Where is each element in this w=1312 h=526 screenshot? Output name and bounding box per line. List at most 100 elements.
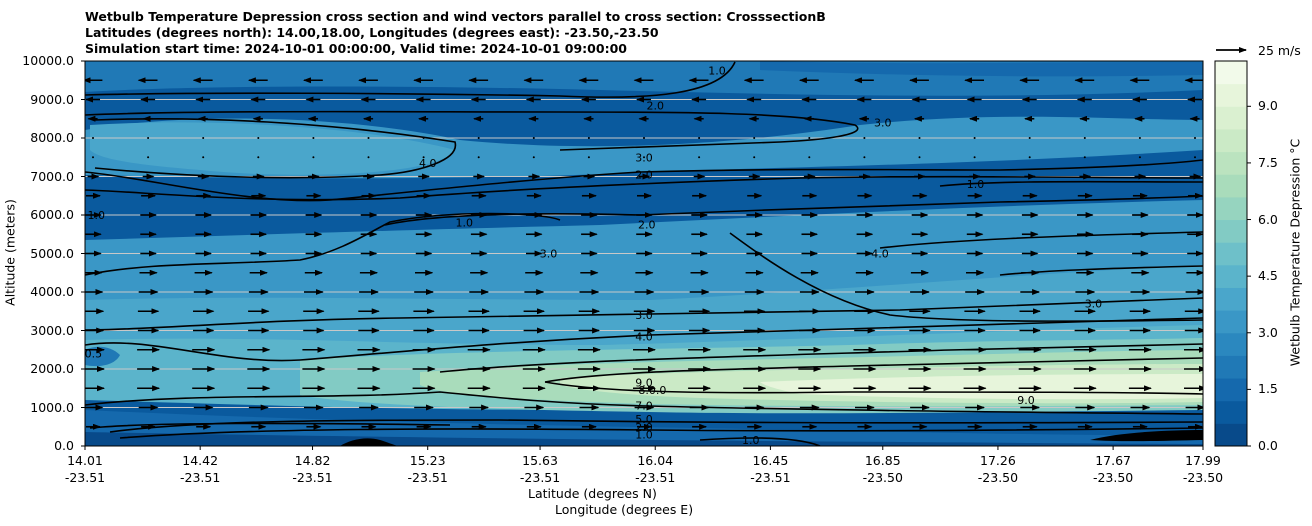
contour-line [89, 422, 451, 429]
contour-line [85, 61, 736, 98]
contour-label: 4.0 [635, 330, 653, 343]
contour-label: 4.0 [419, 157, 437, 170]
colorbar-segment [1215, 332, 1247, 356]
x-tick-label: 14.82 -23.51 [278, 452, 348, 486]
colorbar-segment [1215, 287, 1247, 311]
contour-label: 1.0 [635, 428, 653, 441]
wind-vector [1138, 137, 1141, 139]
y-axis-label: Altitude (meters) [2, 199, 18, 306]
colorbar-segment [1215, 196, 1247, 221]
wind-vector [587, 156, 590, 159]
contour-line [85, 212, 561, 276]
x-tick-lon: -23.51 [292, 470, 333, 485]
contour-labels: 1.02.03.04.0 3.02.01.01.01.0 2.03.0 4.03.03… [85, 65, 1102, 447]
y-tick-label: 9000.0 [30, 91, 74, 107]
x-axis-label-2: Longitude (degrees E) [555, 502, 694, 517]
x-tick-label: 17.67 -23.50 [1078, 452, 1148, 486]
x-tick-label: 17.99 -23.50 [1168, 452, 1238, 486]
wind-vector [1083, 156, 1086, 159]
x-tick-lon: -23.51 [180, 470, 221, 485]
wind-vector [973, 137, 976, 139]
y-tick-label: 6000.0 [30, 207, 74, 222]
x-tick-lon: -23.51 [407, 470, 448, 485]
wind-vector [312, 137, 315, 139]
colorbar-segment [1215, 400, 1247, 424]
contour-label: 8.0.0 [638, 384, 666, 397]
contour-line [439, 343, 1203, 373]
x-tick-label: 16.85 -23.50 [848, 452, 918, 486]
terrain-shape [1090, 430, 1203, 442]
contour-label: 1.0 [742, 434, 760, 447]
x-tick-lat: 16.85 [864, 453, 901, 468]
wind-vector [1138, 156, 1141, 159]
colorbar [1214, 60, 1251, 447]
x-tick-lon: -23.51 [64, 470, 106, 485]
x-tick-lon: -23.51 [635, 470, 676, 485]
x-tick-lat: 14.42 [182, 453, 219, 468]
contour-label: 2.0 [635, 169, 653, 182]
contour-label: 3.0 [635, 309, 653, 322]
wind-vector [1083, 137, 1086, 139]
wind-vector [422, 156, 425, 159]
chart-title-line-1: Wetbulb Temperature Depression cross sec… [85, 9, 826, 24]
wind-vector [918, 156, 921, 159]
wind-vector [477, 156, 480, 159]
colorbar-tick-label: 0.0 [1258, 438, 1278, 453]
contour-line [699, 437, 821, 446]
y-tick-label: 4000.0 [30, 284, 74, 299]
contour-line [544, 381, 1203, 395]
x-tick-lat: 14.82 [294, 453, 331, 468]
colorbar-segment [1215, 355, 1247, 379]
contour-label: 7.0 [635, 400, 653, 413]
contour-label: 1.0 [708, 65, 726, 78]
colorbar-segment [1215, 174, 1247, 198]
x-tick-lat: 15.23 [409, 453, 446, 468]
wind-vector [257, 137, 260, 139]
x-tick-label: 16.04 -23.51 [620, 452, 690, 486]
contour-line [939, 180, 1203, 187]
x-tick-lon: -23.50 [977, 470, 1019, 485]
y-tick-label: 2000.0 [30, 361, 74, 376]
terrain-shape [340, 438, 400, 446]
wind-vector [367, 156, 370, 159]
y-tick-label: 8000.0 [30, 130, 74, 145]
x-tick-lon: -23.51 [519, 470, 561, 485]
colorbar-segment [1215, 378, 1247, 402]
wind-vector [532, 137, 535, 139]
wind-vector [532, 156, 535, 159]
x-tick-label: 17.26 -23.50 [963, 452, 1033, 486]
contour-fill-band [90, 122, 455, 175]
contour-label: 2.0 [646, 99, 664, 112]
wind-vector [1194, 137, 1196, 139]
contour-label: 1.0 [455, 217, 473, 230]
x-tick-label: 14.01 -23.51 [50, 452, 120, 486]
x-tick-lat: 17.26 [980, 453, 1016, 468]
x-tick-lat: 17.67 [1095, 453, 1131, 468]
x-tick-lon: -23.50 [1092, 470, 1134, 485]
x-tick-lat: 14.01 [67, 453, 103, 468]
wind-vector [312, 156, 315, 159]
wind-vector [808, 156, 811, 159]
contour-label: 9.0 [1017, 394, 1035, 407]
x-tick-lon: -23.50 [1182, 470, 1224, 485]
wind-vector [367, 137, 370, 139]
x-tick-lon: -23.51 [750, 470, 791, 485]
contour-line [999, 265, 1203, 276]
wind-vector [1028, 137, 1031, 139]
colorbar-segment [1215, 151, 1247, 175]
y-tick-label: 1000.0 [30, 399, 74, 415]
contour-label: 2.0 [638, 219, 656, 232]
contour-line [85, 317, 1203, 362]
x-tick-label: 15.63 -23.51 [505, 452, 575, 486]
wind-vector [1194, 156, 1196, 159]
y-tick-label: 3000.0 [30, 322, 74, 338]
x-tick-label: 16.45 -23.51 [735, 452, 805, 486]
y-tick-label: 7000.0 [30, 168, 74, 184]
x-tick-lat: 17.99 [1185, 453, 1221, 468]
wind-vector [808, 137, 811, 139]
wind-vector [863, 156, 866, 159]
wind-vector [973, 156, 976, 159]
wind-vector [643, 137, 645, 139]
colorbar-tick-label: 6.0 [1258, 211, 1278, 227]
